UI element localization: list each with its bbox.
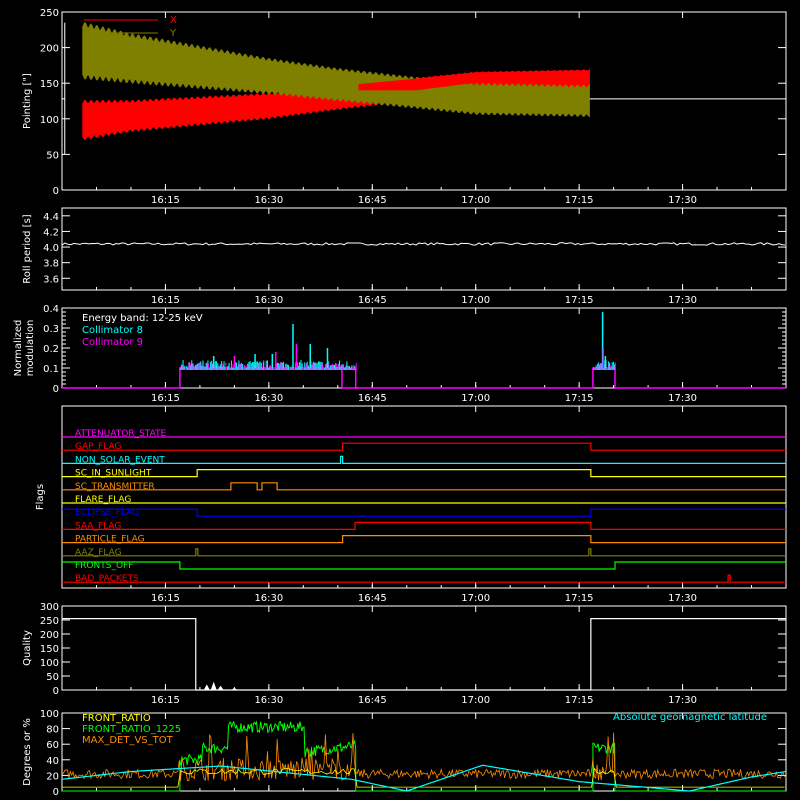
legend-front-ratio: FRONT_RATIO (82, 713, 151, 724)
x-tick-label: 16:30 (254, 593, 283, 604)
x-tick-label: 17:00 (461, 593, 490, 604)
geomagnetic-latitude-label: Absolute geomagnetic latitude (613, 712, 767, 723)
x-tick-label: 17:15 (565, 393, 594, 404)
x-tick-label: 16:45 (358, 195, 387, 206)
x-tick-label: 16:45 (358, 393, 387, 404)
x-tick-label: 16:30 (254, 393, 283, 404)
y-tick-label: 60 (46, 740, 59, 751)
y-tick-label: 80 (46, 725, 59, 736)
x-tick-label: 17:00 (461, 295, 490, 306)
x-tick-label: 17:30 (668, 393, 697, 404)
y-tick-label: 4.2 (43, 227, 59, 238)
x-tick-label: 16:15 (151, 195, 180, 206)
x-tick-label: 17:30 (668, 295, 697, 306)
x-tick-label: 16:15 (151, 295, 180, 306)
x-tick-label: 16:30 (254, 295, 283, 306)
flags-y-label: Flags (35, 484, 46, 510)
x-tick-label: 17:15 (565, 295, 594, 306)
x-tick-label: 17:30 (668, 695, 697, 706)
x-tick-label: 17:15 (565, 593, 594, 604)
y-tick-label: 0 (53, 686, 59, 697)
flag-label: SAA_FLAG (75, 521, 121, 531)
y-tick-label: 50 (46, 672, 59, 683)
y-tick-label: 100 (40, 709, 59, 720)
flag-label: BAD_PACKETS (75, 574, 139, 584)
x-tick-label: 17:00 (461, 695, 490, 706)
flag-label: ATTENUATOR_STATE (75, 429, 167, 439)
flag-label: SC_IN_SUNLIGHT (75, 469, 152, 479)
y-tick-label: 0.3 (43, 324, 59, 335)
flag-label: NON_SOLAR_EVENT (75, 455, 165, 465)
x-tick-label: 16:15 (151, 695, 180, 706)
flag-label: FLARE_FLAG (75, 495, 131, 505)
y-tick-label: 3.6 (43, 274, 59, 285)
flag-label: PARTICLE_FLAG (75, 535, 145, 545)
y-tick-label: 0 (53, 787, 59, 798)
y-tick-label: 20 (46, 771, 59, 782)
y-tick-label: 50 (46, 150, 59, 161)
y-tick-label: 300 (40, 602, 59, 613)
legend-collimator9: Collimator 9 (82, 337, 143, 348)
x-tick-label: 17:15 (565, 695, 594, 706)
y-tick-label: 3.8 (43, 259, 59, 270)
y-tick-label: 150 (40, 644, 59, 655)
x-tick-label: 16:45 (358, 295, 387, 306)
y-tick-label: 150 (40, 79, 59, 90)
y-tick-label: 100 (40, 115, 59, 126)
y-tick-label: 4.0 (43, 243, 59, 254)
energy-band-annotation: Energy band: 12-25 keV (82, 313, 203, 324)
y-tick-label: 200 (40, 630, 59, 641)
x-tick-label: 16:30 (254, 695, 283, 706)
y-tick-label: 0.2 (43, 344, 59, 355)
x-tick-label: 16:45 (358, 593, 387, 604)
x-tick-label: 17:30 (668, 195, 697, 206)
y-tick-label: 40 (46, 756, 59, 767)
x-tick-label: 17:30 (668, 593, 697, 604)
y-tick-label: 250 (40, 8, 59, 19)
y-tick-label: 4.4 (43, 212, 59, 223)
flag-label: AAZ_FLAG (75, 548, 122, 558)
legend-front-ratio-1225: FRONT_RATIO_1225 (82, 724, 181, 735)
legend-max-det: MAX_DET_VS_TOT (82, 735, 174, 746)
y-tick-label: 0 (53, 186, 59, 197)
y-tick-label: 0.1 (43, 364, 59, 375)
y-tick-label: 0.4 (43, 304, 59, 315)
flag-label: ECLIPSE_FLAG (75, 508, 139, 518)
quality-y-label: Quality (22, 630, 33, 666)
legend-y-label: Y (169, 28, 177, 39)
x-tick-label: 17:15 (565, 195, 594, 206)
legend-collimator8: Collimator 8 (82, 325, 143, 336)
ratio-y-label: Degrees or % (22, 718, 33, 786)
flag-label: SC_TRANSMITTER (75, 482, 155, 492)
modulation-y-label-1: Normalized (13, 320, 24, 377)
y-tick-label: 0 (53, 384, 59, 395)
modulation-y-label-2: modulation (25, 320, 36, 377)
flag-label: FRONTS_OFF (75, 561, 133, 571)
legend-x-label: X (170, 15, 177, 26)
x-tick-label: 16:45 (358, 695, 387, 706)
x-tick-label: 17:00 (461, 195, 490, 206)
x-tick-label: 16:30 (254, 195, 283, 206)
x-tick-label: 17:00 (461, 393, 490, 404)
y-tick-label: 200 (40, 44, 59, 55)
y-tick-label: 250 (40, 616, 59, 627)
pointing-y-label: Pointing ["] (22, 73, 33, 129)
y-tick-label: 100 (40, 658, 59, 669)
roll-y-label: Roll period [s] (22, 214, 33, 283)
flag-label: GAP_FLAG (75, 442, 121, 452)
x-tick-label: 16:15 (151, 593, 180, 604)
x-tick-label: 16:15 (151, 393, 180, 404)
